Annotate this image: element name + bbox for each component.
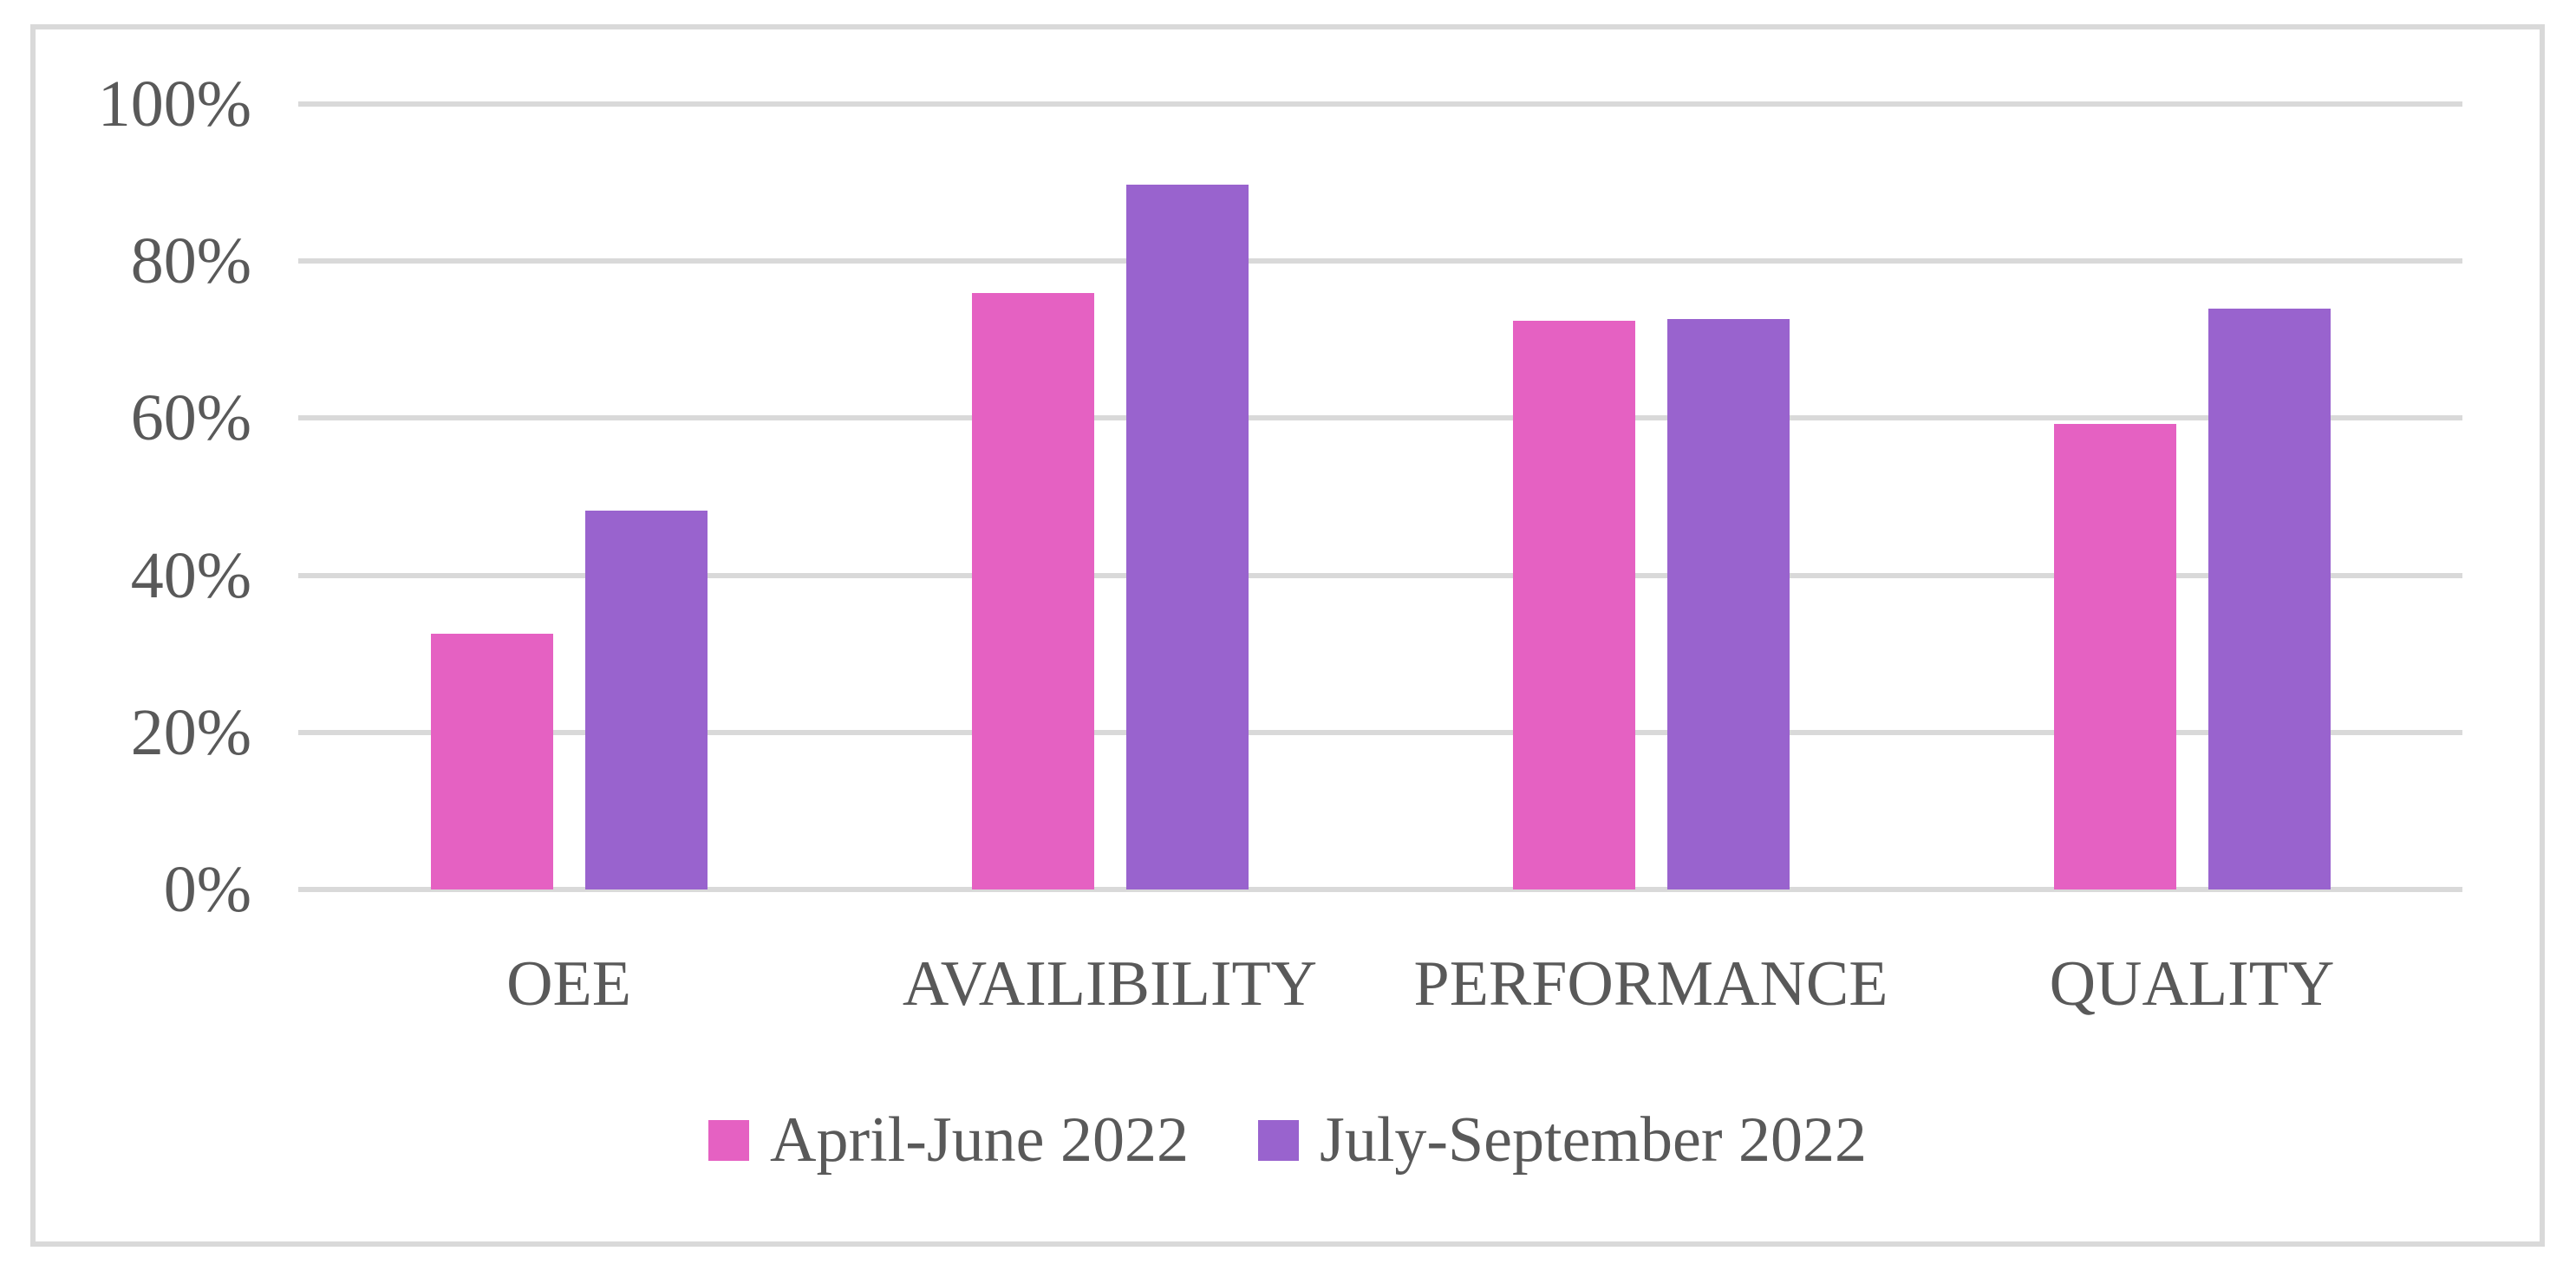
bar-oee-april-june-2022: [430, 633, 553, 889]
gridline-80: [298, 258, 2462, 264]
legend-item-july-september-2022: July-September 2022: [1258, 1101, 1867, 1179]
bar-oee-july-september-2022: [584, 511, 708, 889]
bar-group-quality: [1921, 104, 2462, 889]
y-tick-label-60: 60%: [130, 381, 251, 455]
gridline-0: [298, 887, 2462, 892]
x-label-oee: OEE: [506, 948, 631, 1020]
bar-performance-april-june-2022: [1512, 321, 1635, 889]
bar-performance-july-september-2022: [1666, 319, 1790, 889]
y-tick-label-80: 80%: [130, 225, 251, 298]
legend-swatch-april-june-2022: [708, 1119, 750, 1161]
bar-group-availibility: [839, 104, 1380, 889]
legend-swatch-july-september-2022: [1258, 1119, 1300, 1161]
x-label-availibility: AVAILIBILITY: [902, 948, 1318, 1020]
x-label-quality: QUALITY: [2049, 948, 2335, 1020]
y-tick-label-40: 40%: [130, 538, 251, 612]
gridline-40: [298, 572, 2462, 578]
x-label-performance: PERFORMANCE: [1413, 948, 1888, 1020]
bar-availibility-april-june-2022: [971, 293, 1094, 889]
gridline-60: [298, 415, 2462, 421]
plot-area: [298, 101, 2462, 892]
bar-availibility-july-september-2022: [1125, 185, 1249, 889]
y-tick-label-100: 100%: [97, 68, 251, 140]
bar-quality-april-june-2022: [2053, 423, 2176, 889]
gridlines: [298, 101, 2462, 892]
y-tick-label-20: 20%: [130, 695, 251, 769]
legend-item-april-june-2022: April-June 2022: [708, 1101, 1189, 1179]
bar-quality-july-september-2022: [2208, 309, 2331, 889]
legend: April-June 2022 July-September 2022: [36, 1101, 2540, 1179]
x-axis-labels: OEE AVAILIBILITY PERFORMANCE QUALITY: [298, 949, 2462, 1019]
gridline-100: [298, 101, 2462, 107]
chart-frame: 0% 20% 40% 60% 80% 100% OEE AVAILIBILITY PERFOR…: [30, 24, 2545, 1247]
bar-group-performance: [1380, 104, 1921, 889]
legend-label-april-june-2022: April-June 2022: [770, 1104, 1190, 1176]
legend-label-july-september-2022: July-September 2022: [1320, 1104, 1867, 1176]
gridline-20: [298, 729, 2462, 735]
bar-group-oee: [298, 104, 839, 889]
y-tick-label-0: 0%: [163, 853, 251, 926]
bar-groups: [298, 104, 2462, 889]
y-axis: 0% 20% 40% 60% 80% 100%: [36, 71, 251, 922]
